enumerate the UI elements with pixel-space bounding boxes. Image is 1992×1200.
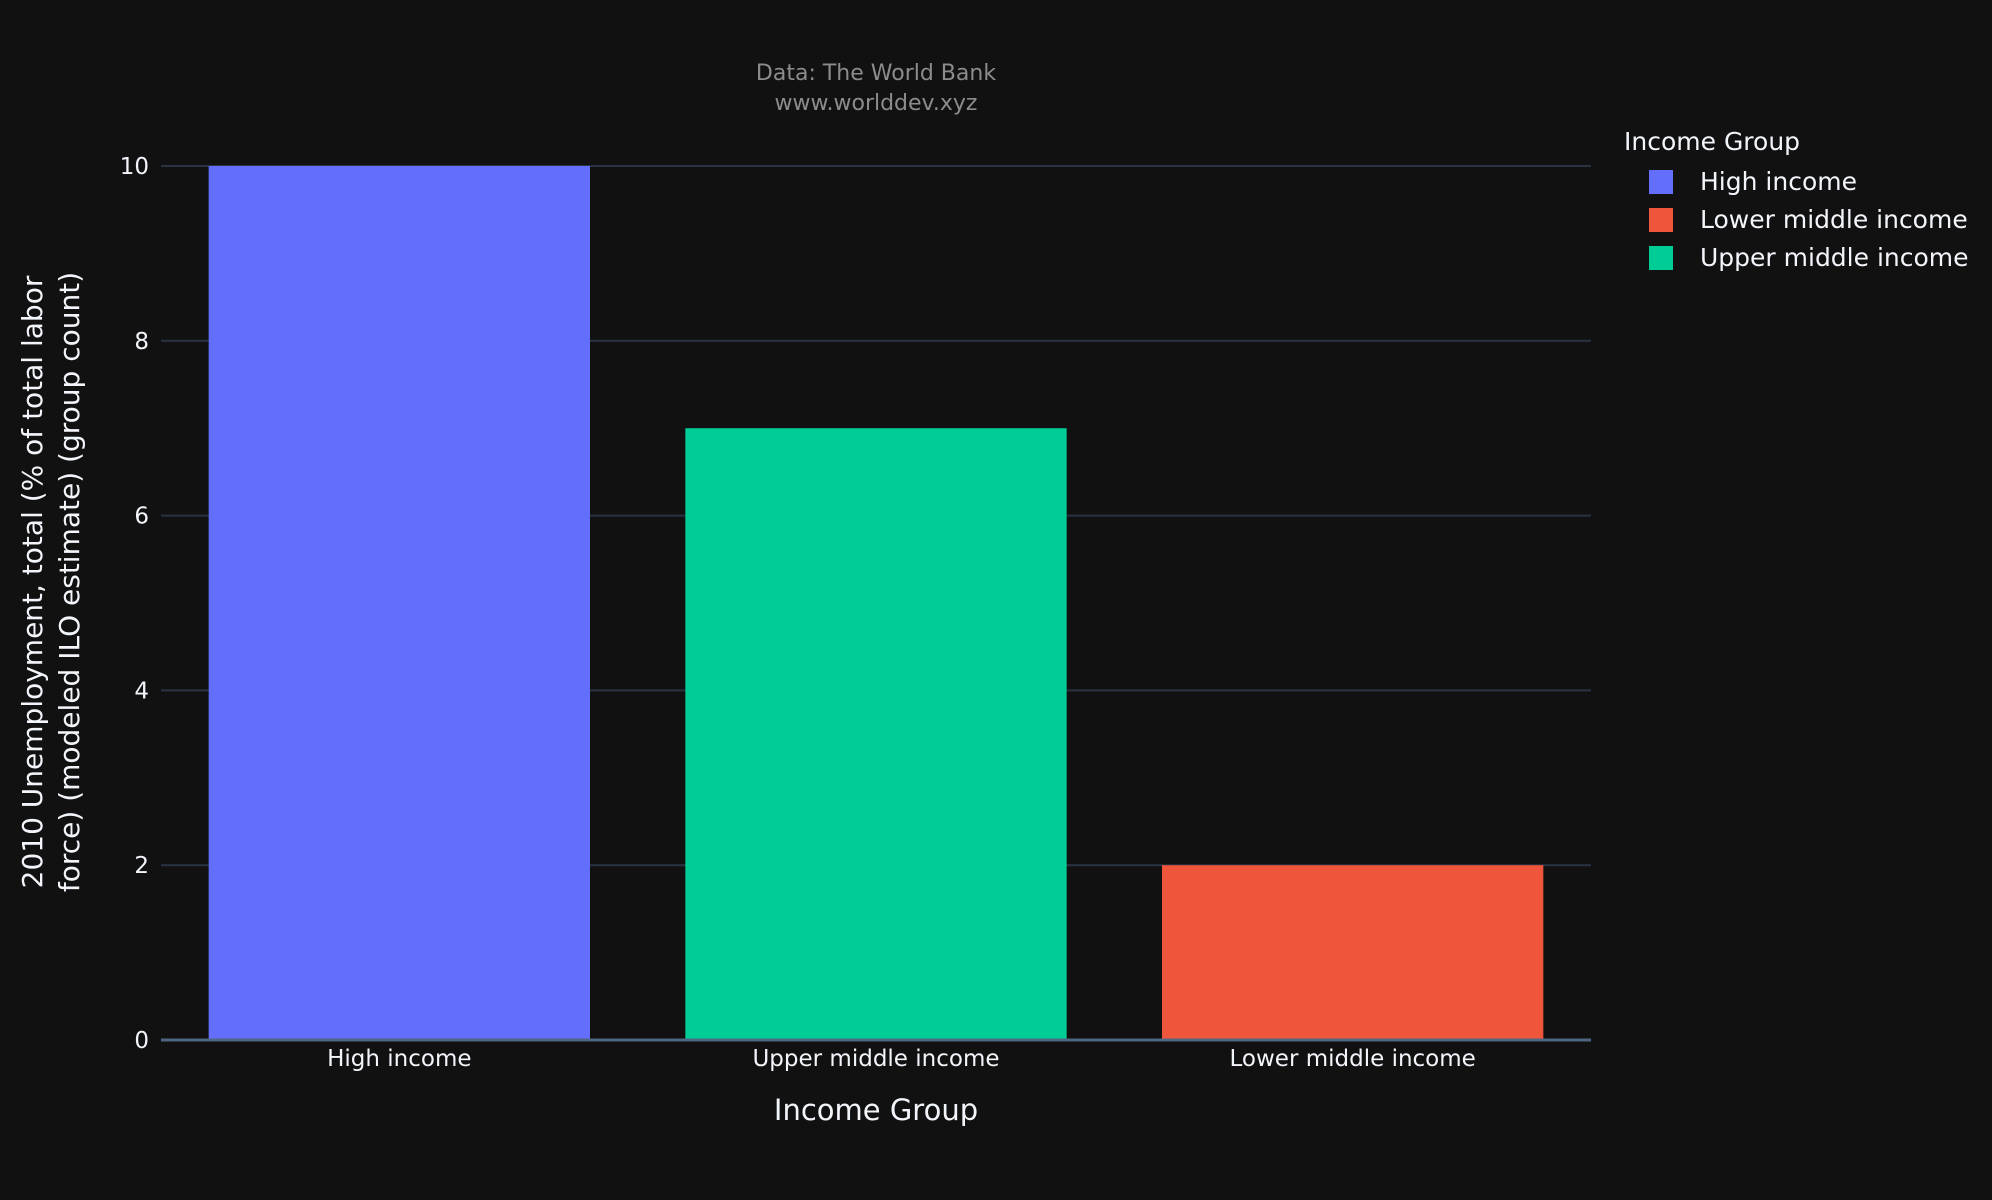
bar-high-income[interactable] [208,166,590,1040]
legend-label-lower-middle-income: Lower middle income [1700,205,1968,234]
y-tick-label-0: 0 [134,1028,149,1054]
x-axis-title: Income Group [774,1093,978,1127]
legend-label-upper-middle-income: Upper middle income [1700,243,1969,272]
x-tick-label-upper-middle-income: Upper middle income [752,1046,999,1072]
y-axis-title-line-2: force) (modeled ILO estimate) (group cou… [53,272,86,892]
x-tick-label-lower-middle-income: Lower middle income [1230,1046,1476,1072]
y-tick-label-4: 4 [134,678,149,704]
x-tick-labels: High income Upper middle income Lower midd… [327,1046,1476,1072]
legend: Income Group High income Lower middle in… [1624,127,1969,272]
legend-title: Income Group [1624,127,1800,156]
x-tick-label-high-income: High income [327,1046,471,1072]
legend-swatch-upper-middle-income [1649,246,1673,270]
y-tick-label-6: 6 [134,504,149,530]
bar-upper-middle-income[interactable] [685,428,1067,1040]
y-tick-label-8: 8 [134,329,149,355]
legend-label-high-income: High income [1700,167,1857,196]
y-tick-label-10: 10 [120,154,149,180]
bar-lower-middle-income[interactable] [1162,865,1544,1040]
legend-swatch-lower-middle-income [1649,208,1673,232]
y-axis-title: 2010 Unemployment, total (% of total lab… [16,272,86,892]
legend-item-upper-middle-income[interactable]: Upper middle income [1649,243,1969,272]
bars [208,166,1544,1040]
chart-subtitle-line-2: www.worlddev.xyz [775,91,978,116]
legend-item-high-income[interactable]: High income [1649,167,1857,196]
y-tick-label-2: 2 [134,853,149,879]
legend-item-lower-middle-income[interactable]: Lower middle income [1649,205,1968,234]
chart-subtitle-line-1: Data: The World Bank [756,61,996,86]
y-axis-title-line-1: 2010 Unemployment, total (% of total lab… [16,275,49,888]
legend-swatch-high-income [1649,170,1673,194]
y-tick-labels: 0 2 4 6 8 10 [120,154,149,1054]
